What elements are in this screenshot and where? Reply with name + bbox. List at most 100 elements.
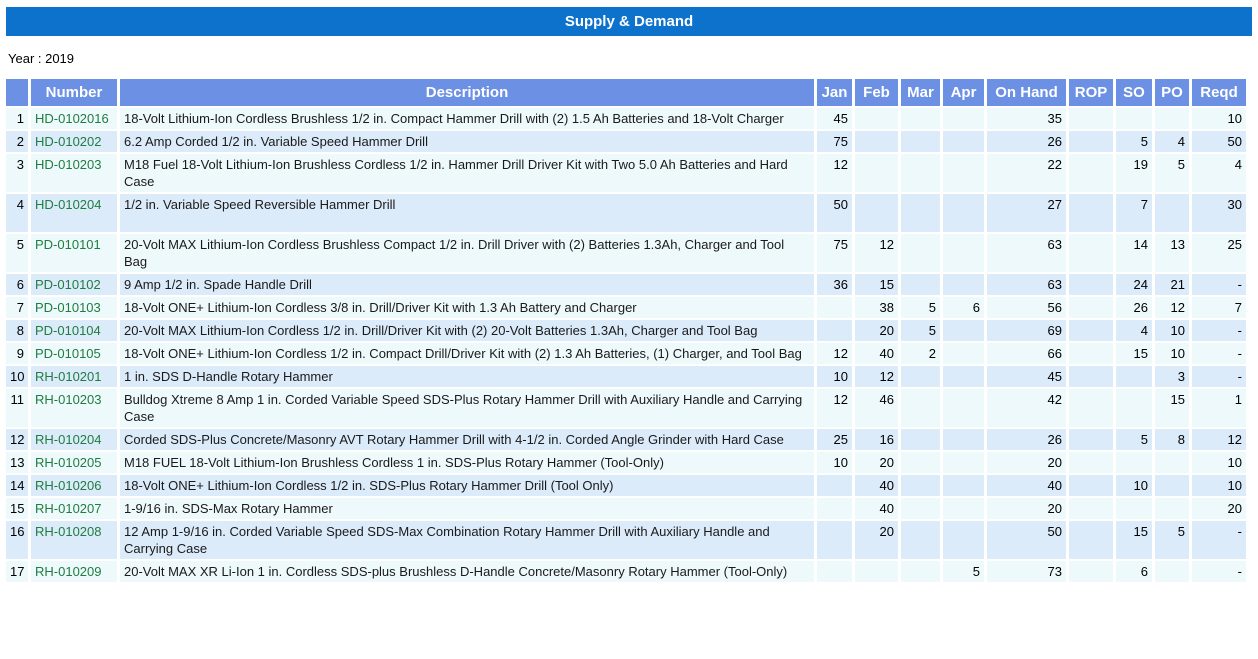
feb-cell: 46 <box>855 389 898 427</box>
mar-cell <box>901 131 940 152</box>
apr-cell <box>943 475 984 496</box>
jan-cell: 12 <box>817 154 852 192</box>
table-row: 5 PD-010101 20-Volt MAX Lithium-Ion Cord… <box>6 234 1246 272</box>
jan-cell: 75 <box>817 131 852 152</box>
item-number-link[interactable]: HD-010204 <box>31 194 117 232</box>
table-row: 9 PD-010105 18-Volt ONE+ Lithium-Ion Cor… <box>6 343 1246 364</box>
column-header-mar: Mar <box>901 79 940 106</box>
item-number-link[interactable]: HD-010203 <box>31 154 117 192</box>
jan-cell <box>817 297 852 318</box>
table-row: 16 RH-010208 12 Amp 1-9/16 in. Corded Va… <box>6 521 1246 559</box>
table-row: 2 HD-010202 6.2 Amp Corded 1/2 in. Varia… <box>6 131 1246 152</box>
apr-cell <box>943 234 984 272</box>
item-number-link[interactable]: PD-010105 <box>31 343 117 364</box>
reqd-cell: 10 <box>1192 452 1246 473</box>
rop-cell <box>1069 297 1113 318</box>
po-cell <box>1155 498 1189 519</box>
po-cell <box>1155 452 1189 473</box>
supply-demand-table: Number Description Jan Feb Mar Apr On Ha… <box>3 77 1249 584</box>
item-number-link[interactable]: RH-010201 <box>31 366 117 387</box>
reqd-cell: 10 <box>1192 108 1246 129</box>
table-row: 14 RH-010206 18-Volt ONE+ Lithium-Ion Co… <box>6 475 1246 496</box>
on-hand-cell: 63 <box>987 234 1066 272</box>
item-number-link[interactable]: PD-010102 <box>31 274 117 295</box>
description-cell: 9 Amp 1/2 in. Spade Handle Drill <box>120 274 814 295</box>
so-cell <box>1116 108 1152 129</box>
jan-cell: 10 <box>817 366 852 387</box>
mar-cell <box>901 452 940 473</box>
rop-cell <box>1069 234 1113 272</box>
item-number-link[interactable]: PD-010103 <box>31 297 117 318</box>
page-title: Supply & Demand <box>564 13 694 30</box>
mar-cell <box>901 561 940 582</box>
on-hand-cell: 66 <box>987 343 1066 364</box>
mar-cell <box>901 521 940 559</box>
reqd-cell: 20 <box>1192 498 1246 519</box>
row-number-cell: 6 <box>6 274 28 295</box>
rop-cell <box>1069 194 1113 232</box>
rop-cell <box>1069 521 1113 559</box>
apr-cell <box>943 108 984 129</box>
description-cell: Corded SDS-Plus Concrete/Masonry AVT Rot… <box>120 429 814 450</box>
item-number-link[interactable]: HD-010202 <box>31 131 117 152</box>
so-cell: 4 <box>1116 320 1152 341</box>
column-header-jan: Jan <box>817 79 852 106</box>
on-hand-cell: 73 <box>987 561 1066 582</box>
on-hand-cell: 63 <box>987 274 1066 295</box>
row-number-cell: 3 <box>6 154 28 192</box>
item-number-link[interactable]: RH-010205 <box>31 452 117 473</box>
feb-cell <box>855 131 898 152</box>
item-number-link[interactable]: PD-010104 <box>31 320 117 341</box>
description-cell: 20-Volt MAX Lithium-Ion Cordless Brushle… <box>120 234 814 272</box>
item-number-link[interactable]: HD-0102016 <box>31 108 117 129</box>
po-cell <box>1155 194 1189 232</box>
jan-cell <box>817 561 852 582</box>
item-number-link[interactable]: PD-010101 <box>31 234 117 272</box>
reqd-cell: 7 <box>1192 297 1246 318</box>
feb-cell <box>855 194 898 232</box>
po-cell: 12 <box>1155 297 1189 318</box>
feb-cell: 40 <box>855 475 898 496</box>
reqd-cell: - <box>1192 561 1246 582</box>
table-row: 15 RH-010207 1-9/16 in. SDS-Max Rotary H… <box>6 498 1246 519</box>
rop-cell <box>1069 498 1113 519</box>
rop-cell <box>1069 154 1113 192</box>
feb-cell <box>855 561 898 582</box>
column-header-reqd: Reqd <box>1192 79 1246 106</box>
item-number-link[interactable]: RH-010207 <box>31 498 117 519</box>
jan-cell: 36 <box>817 274 852 295</box>
row-number-cell: 12 <box>6 429 28 450</box>
jan-cell: 12 <box>817 343 852 364</box>
mar-cell <box>901 498 940 519</box>
item-number-link[interactable]: RH-010209 <box>31 561 117 582</box>
row-number-cell: 13 <box>6 452 28 473</box>
column-header-rownum <box>6 79 28 106</box>
reqd-cell: 25 <box>1192 234 1246 272</box>
po-cell: 5 <box>1155 521 1189 559</box>
mar-cell <box>901 475 940 496</box>
reqd-cell: - <box>1192 274 1246 295</box>
rop-cell <box>1069 475 1113 496</box>
description-cell: 6.2 Amp Corded 1/2 in. Variable Speed Ha… <box>120 131 814 152</box>
description-cell: 20-Volt MAX Lithium-Ion Cordless 1/2 in.… <box>120 320 814 341</box>
table-row: 3 HD-010203 M18 Fuel 18-Volt Lithium-Ion… <box>6 154 1246 192</box>
item-number-link[interactable]: RH-010204 <box>31 429 117 450</box>
apr-cell <box>943 131 984 152</box>
table-header: Number Description Jan Feb Mar Apr On Ha… <box>6 79 1246 106</box>
item-number-link[interactable]: RH-010203 <box>31 389 117 427</box>
jan-cell: 12 <box>817 389 852 427</box>
item-number-link[interactable]: RH-010206 <box>31 475 117 496</box>
item-number-link[interactable]: RH-010208 <box>31 521 117 559</box>
column-header-po: PO <box>1155 79 1189 106</box>
reqd-cell: - <box>1192 320 1246 341</box>
table-row: 11 RH-010203 Bulldog Xtreme 8 Amp 1 in. … <box>6 389 1246 427</box>
apr-cell <box>943 343 984 364</box>
so-cell: 19 <box>1116 154 1152 192</box>
rop-cell <box>1069 343 1113 364</box>
apr-cell <box>943 194 984 232</box>
table-row: 4 HD-010204 1/2 in. Variable Speed Rever… <box>6 194 1246 232</box>
so-cell <box>1116 366 1152 387</box>
apr-cell: 5 <box>943 561 984 582</box>
so-cell: 24 <box>1116 274 1152 295</box>
